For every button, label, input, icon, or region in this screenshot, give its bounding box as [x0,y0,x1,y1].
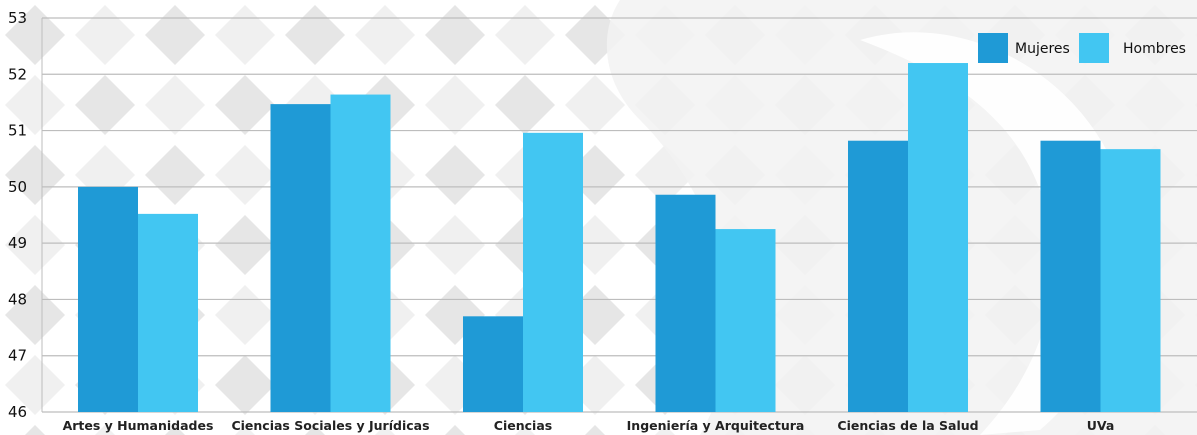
y-axis: 46 47 48 49 50 51 52 53 [8,9,27,421]
bar-mujeres-0 [78,186,138,412]
bars [78,63,1161,413]
x-tick-label: Ciencias de la Salud [837,418,978,433]
legend-label-mujeres: Mujeres [1015,41,1070,57]
bar-hombres-3 [715,229,776,412]
legend-swatch-mujeres [978,33,1008,63]
legend-swatch-hombres [1079,33,1109,63]
y-tick-label: 47 [8,347,27,365]
x-tick-label: Ciencias Sociales y Jurídicas [231,418,429,433]
x-tick-label: Ciencias [494,418,552,433]
x-tick-label: Artes y Humanidades [63,418,214,433]
x-tick-label: UVa [1087,418,1115,433]
grid [41,17,1197,413]
bar-hombres-1 [330,94,391,412]
y-tick-label: 50 [8,178,27,196]
bar-mujeres-1 [270,104,331,413]
y-tick-label: 49 [8,234,27,252]
y-tick-label: 52 [8,65,27,83]
bar-hombres-2 [523,132,583,412]
y-tick-label: 51 [8,122,27,140]
x-axis: Artes y Humanidades Ciencias Sociales y J… [63,418,1115,433]
bar-mujeres-4 [848,140,908,412]
y-tick-label: 48 [8,290,27,308]
bar-hombres-4 [908,63,968,413]
legend: Mujeres Hombres [978,33,1186,63]
legend-label-hombres: Hombres [1123,41,1186,57]
y-tick-label: 46 [8,403,27,421]
bar-mujeres-3 [655,194,716,412]
bar-mujeres-2 [463,316,523,412]
bar-hombres-0 [138,213,198,412]
x-tick-label: Ingeniería y Arquitectura [627,418,805,433]
bar-mujeres-5 [1040,140,1101,412]
bar-hombres-5 [1100,149,1161,412]
y-tick-label: 53 [8,9,27,27]
